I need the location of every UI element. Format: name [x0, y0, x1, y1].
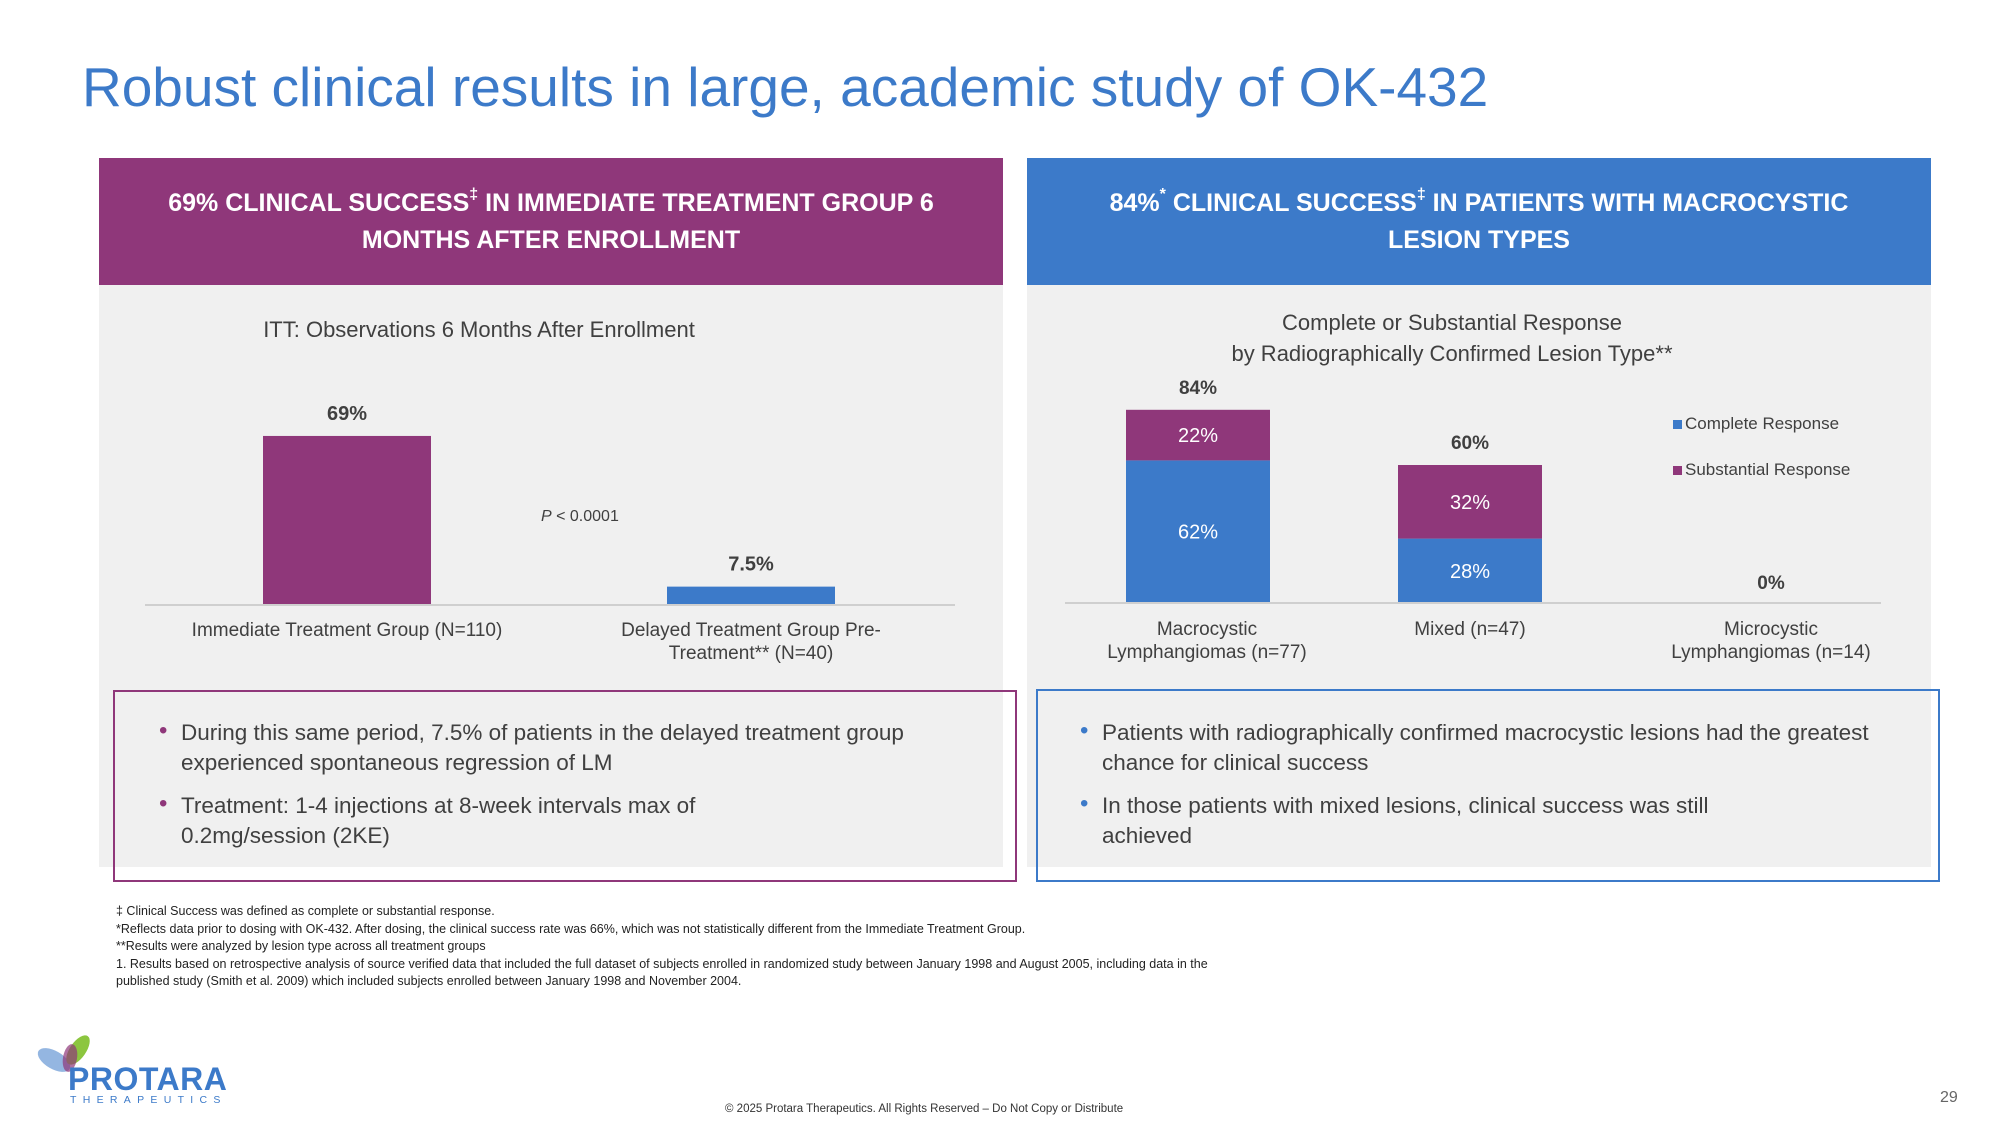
list-item: • In those patients with mixed lesions, c… — [1080, 790, 1780, 851]
total-label: 60% — [1451, 433, 1489, 454]
bar-segment — [1398, 465, 1542, 539]
left-bullet-box: • During this same period, 7.5% of patien… — [113, 690, 1017, 882]
legend-label: Substantial Response — [1685, 460, 1850, 479]
left-panel-header: 69% CLINICAL SUCCESS‡ IN IMMEDIATE TREAT… — [99, 158, 1003, 285]
bullet-text: In those patients with mixed lesions, cl… — [1102, 793, 1709, 848]
right-header-line2: LESION TYPES — [1388, 225, 1570, 254]
left-header-line1b: IN IMMEDIATE TREATMENT GROUP 6 — [478, 188, 934, 217]
right-bullet-box: • Patients with radiographically confirme… — [1036, 689, 1940, 882]
category-tick-label: Microcystic — [1724, 619, 1818, 640]
list-item: • Patients with radiographically confirme… — [1080, 717, 1870, 778]
right-header-post: IN PATIENTS WITH MACROCYSTIC — [1425, 188, 1849, 217]
legend-swatch — [1673, 420, 1682, 429]
protara-leaf-logo-icon — [37, 1035, 90, 1072]
left-chart-panel: ITT: Observations 6 Months After Enrollm… — [99, 285, 1003, 867]
category-tick-label: Macrocystic — [1157, 619, 1257, 640]
bar-segment — [1126, 409, 1270, 461]
total-label: 84% — [1179, 378, 1217, 399]
segment-label: 62% — [1178, 522, 1218, 544]
logo-subtitle: THERAPEUTICS — [70, 1094, 227, 1106]
left-bullet-list: • During this same period, 7.5% of patien… — [159, 717, 979, 864]
bullet-text: Treatment: 1-4 injections at 8-week inte… — [181, 793, 696, 848]
segment-label: 32% — [1450, 492, 1490, 514]
right-bullet-list: • Patients with radiographically confirme… — [1080, 717, 1870, 864]
p-value-annotation: P < 0.0001 — [541, 508, 619, 525]
double-dagger-mark: ‡ — [469, 185, 479, 203]
chart-title: by Radiographically Confirmed Lesion Typ… — [1231, 341, 1673, 366]
chart-title: Complete or Substantial Response — [1282, 310, 1622, 335]
footnote: *Reflects data prior to dosing with OK-4… — [116, 921, 1026, 936]
legend-label: Complete Response — [1685, 414, 1839, 433]
data-label: 7.5% — [728, 554, 774, 576]
bullet-dot-icon: • — [1080, 717, 1089, 744]
footnote: **Results were analyzed by lesion type a… — [116, 939, 486, 953]
footnote: 1. Results based on retrospective analys… — [116, 956, 1208, 971]
segment-label: 22% — [1178, 425, 1218, 447]
category-tick-label: Lymphangiomas (n=77) — [1107, 642, 1306, 663]
left-header-line2: MONTHS AFTER ENROLLMENT — [361, 225, 741, 254]
category-tick-label: Delayed Treatment Group Pre- — [621, 620, 881, 641]
bullet-text: During this same period, 7.5% of patient… — [181, 720, 904, 775]
bullet-dot-icon: • — [1080, 790, 1089, 817]
category-tick-label: Mixed (n=47) — [1414, 619, 1525, 640]
bullet-dot-icon: • — [159, 717, 168, 744]
category-tick-label: Treatment** (N=40) — [669, 643, 834, 664]
right-header-pre: 84% — [1109, 188, 1160, 217]
page-number: 29 — [1940, 1089, 1958, 1106]
logo-wordmark: PROTARA — [68, 1061, 228, 1097]
legend-swatch — [1673, 466, 1682, 475]
footnotes: ‡ Clinical Success was defined as comple… — [116, 903, 1416, 991]
category-tick-label: Immediate Treatment Group (N=110) — [192, 620, 503, 641]
right-chart-panel: Complete or Substantial Response by Radio… — [1027, 285, 1931, 867]
bar-segment — [1398, 538, 1542, 603]
right-header-mid: CLINICAL SUCCESS — [1165, 188, 1417, 217]
list-item: • During this same period, 7.5% of patien… — [159, 717, 979, 778]
bullet-dot-icon: • — [159, 790, 168, 817]
bullet-text: Patients with radiographically confirmed… — [1102, 720, 1869, 775]
footnote: published study (Smith et al. 2009) whic… — [116, 974, 742, 988]
category-tick-label: Lymphangiomas (n=14) — [1671, 642, 1870, 663]
chart-title: ITT: Observations 6 Months After Enrollm… — [263, 317, 695, 342]
total-label: 0% — [1757, 573, 1785, 594]
double-dagger-mark: ‡ — [1416, 185, 1426, 203]
bar-segment — [1126, 460, 1270, 603]
footnote: ‡ Clinical Success was defined as comple… — [116, 904, 495, 918]
lesion-type-stacked-bar-chart: Complete or Substantial Response by Radio… — [1065, 310, 1881, 663]
page-title: Robust clinical results in large, academ… — [82, 56, 1489, 118]
itt-bar-chart: ITT: Observations 6 Months After Enrollm… — [145, 317, 955, 664]
data-label: 69% — [327, 403, 367, 425]
bar — [263, 435, 431, 605]
list-item: • Treatment: 1-4 injections at 8-week int… — [159, 790, 719, 851]
asterisk-mark: * — [1159, 185, 1166, 203]
right-panel-header: 84%* CLINICAL SUCCESS‡ IN PATIENTS WITH … — [1027, 158, 1931, 285]
copyright-notice: © 2025 Protara Therapeutics. All Rights … — [725, 1103, 1124, 1115]
segment-label: 28% — [1450, 561, 1490, 583]
bar — [667, 586, 835, 605]
left-header-line1: 69% CLINICAL SUCCESS — [168, 188, 470, 217]
